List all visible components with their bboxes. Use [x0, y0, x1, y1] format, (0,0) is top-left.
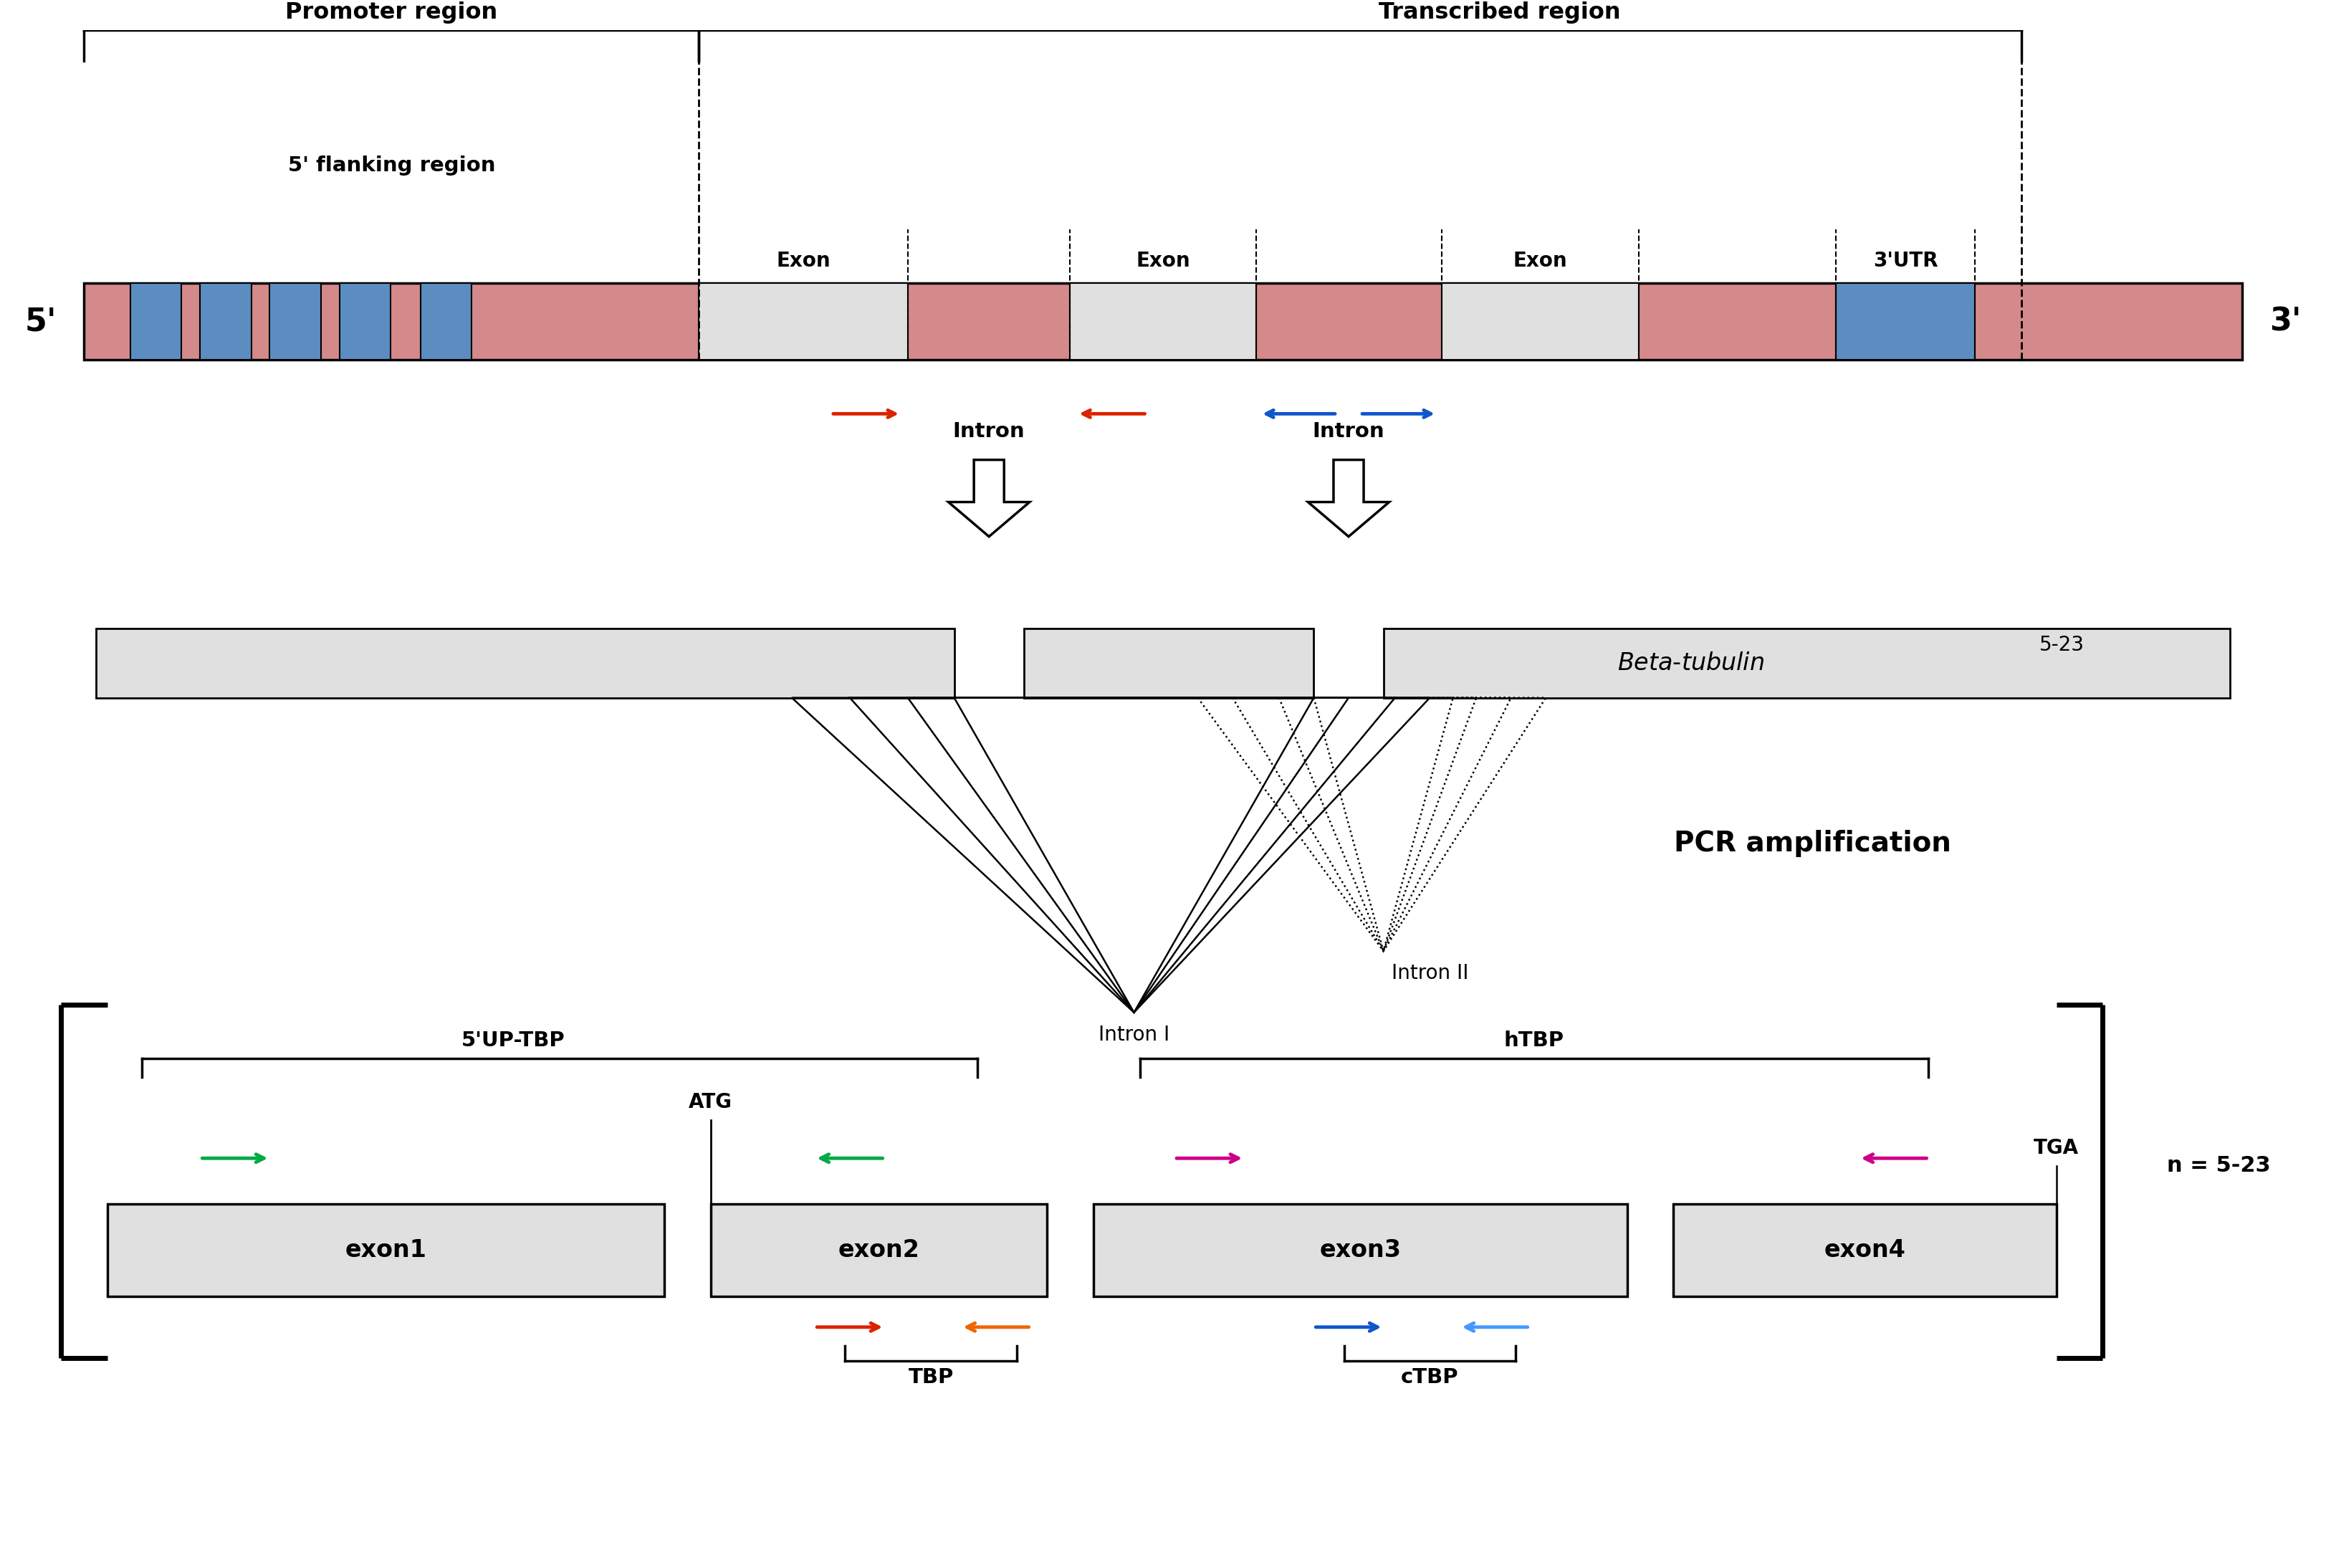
Text: Exon: Exon: [1512, 251, 1568, 271]
Bar: [1672, 1204, 2056, 1297]
Text: hTBP: hTBP: [1505, 1030, 1565, 1051]
Text: Exon: Exon: [1135, 251, 1191, 271]
Text: Intron: Intron: [1312, 422, 1384, 442]
Bar: [340, 284, 391, 361]
Text: $\mathbf{\mathit{Beta}}$-$\mathbf{\mathit{tubulin}}$: $\mathbf{\mathit{Beta}}$-$\mathbf{\mathi…: [1617, 651, 1763, 676]
Bar: [1023, 629, 1314, 698]
Bar: [712, 1204, 1047, 1297]
Text: exon3: exon3: [1319, 1239, 1400, 1262]
Bar: [107, 1204, 665, 1297]
Text: Intron: Intron: [954, 422, 1026, 442]
Bar: [1093, 1204, 1626, 1297]
Bar: [270, 284, 321, 361]
Text: 5'UP-TBP: 5'UP-TBP: [461, 1030, 565, 1051]
Bar: [1442, 284, 1638, 361]
Text: Intron II: Intron II: [1391, 963, 1468, 983]
Text: 5' flanking region: 5' flanking region: [288, 155, 495, 176]
Text: Exon: Exon: [777, 251, 830, 271]
Text: exon4: exon4: [1824, 1239, 1905, 1262]
Text: Transcribed region: Transcribed region: [1379, 2, 1621, 24]
Text: cTBP: cTBP: [1400, 1367, 1458, 1388]
Text: TGA: TGA: [2033, 1138, 2079, 1159]
Bar: [1070, 284, 1256, 361]
Bar: [84, 284, 2242, 361]
Text: 5-23: 5-23: [2040, 635, 2084, 655]
Bar: [1384, 629, 2231, 698]
Bar: [95, 629, 954, 698]
Text: Promoter region: Promoter region: [286, 2, 498, 24]
Text: ATG: ATG: [688, 1093, 733, 1112]
Text: n = 5-23: n = 5-23: [2168, 1156, 2270, 1176]
Text: TBP: TBP: [907, 1367, 954, 1388]
Polygon shape: [949, 459, 1030, 536]
Bar: [200, 284, 251, 361]
Bar: [421, 284, 472, 361]
Text: 3'UTR: 3'UTR: [1872, 251, 1938, 271]
Text: 5': 5': [26, 306, 56, 337]
Bar: [1835, 284, 1975, 361]
Bar: [130, 284, 181, 361]
Text: PCR amplification: PCR amplification: [1675, 829, 1952, 858]
Text: exon1: exon1: [344, 1239, 426, 1262]
Text: 3': 3': [2270, 306, 2300, 337]
Bar: [700, 284, 907, 361]
Text: Intron I: Intron I: [1098, 1025, 1170, 1044]
Polygon shape: [1307, 459, 1389, 536]
Text: exon2: exon2: [837, 1239, 919, 1262]
